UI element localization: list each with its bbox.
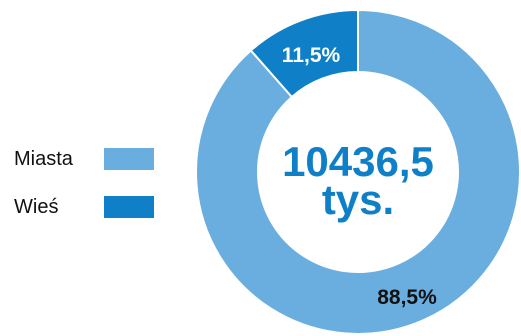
legend-swatch-miasta [104, 148, 154, 170]
legend-item-miasta: Miasta [14, 144, 154, 174]
chart-legend: Miasta Wieś [14, 144, 154, 240]
center-total-unit: tys. [322, 176, 394, 223]
legend-swatch-wies [104, 196, 154, 218]
slice-label-miasta: 88,5% [377, 286, 437, 309]
donut-slices [195, 8, 521, 335]
legend-item-wies: Wieś [14, 192, 154, 222]
center-total-value: 10436,5 [282, 138, 434, 185]
donut-slice-miasta [195, 8, 521, 335]
slice-label-wies: 11,5% [282, 44, 341, 67]
legend-label-miasta: Miasta [14, 147, 73, 170]
legend-label-wies: Wieś [14, 195, 59, 218]
donut-slice-wies [249, 8, 359, 99]
